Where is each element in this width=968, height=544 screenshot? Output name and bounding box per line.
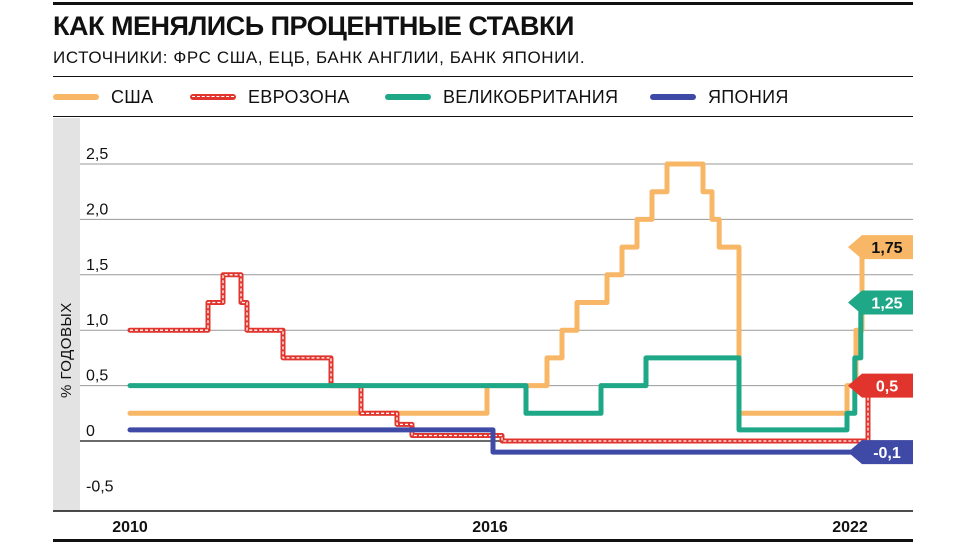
legend-label-eurozone: ЕВРОЗОНА bbox=[248, 86, 350, 107]
series-line-usa bbox=[127, 161, 871, 416]
series-line-japan bbox=[127, 427, 877, 455]
y-tick-label: 1,0 bbox=[86, 312, 108, 329]
y-tick-label: -0,5 bbox=[86, 478, 114, 495]
end-label-eurozone: 0,5 bbox=[876, 379, 898, 396]
end-label-usa-flag bbox=[848, 235, 913, 260]
x-tick-label: 2016 bbox=[472, 519, 508, 536]
end-label-eurozone-flag bbox=[848, 373, 913, 398]
series-line-uk bbox=[127, 300, 874, 433]
bottom-rule bbox=[53, 539, 913, 542]
legend-label-uk: ВЕЛИКОБРИТАНИЯ bbox=[443, 86, 619, 107]
y-tick-label: 2,5 bbox=[86, 146, 108, 163]
x-tick-label: 2022 bbox=[832, 519, 868, 536]
y-tick-label: 1,5 bbox=[86, 257, 108, 274]
chart-subtitle: ИСТОЧНИКИ: ФРС США, ЕЦБ, БАНК АНГЛИИ, БА… bbox=[53, 48, 586, 67]
y-axis-title: % ГОДОВЫХ bbox=[58, 302, 75, 398]
legend-item-eurozone: ЕВРОЗОНА bbox=[190, 84, 350, 110]
end-label-uk: 1,25 bbox=[871, 296, 902, 313]
legend: США ЕВРОЗОНА ВЕЛИКОБРИТАНИЯ ЯПОНИЯ bbox=[53, 84, 913, 110]
legend-swatch-usa bbox=[53, 94, 99, 100]
legend-swatch-eurozone bbox=[190, 94, 236, 100]
legend-item-uk: ВЕЛИКОБРИТАНИЯ bbox=[385, 84, 618, 110]
header-divider bbox=[53, 76, 913, 77]
y-axis-band bbox=[53, 118, 80, 511]
end-label-japan: -0,1 bbox=[873, 445, 901, 462]
series-line-eurozone bbox=[127, 272, 878, 444]
legend-divider bbox=[53, 116, 913, 117]
end-label-japan-flag bbox=[848, 440, 913, 465]
x-tick-label: 2010 bbox=[112, 519, 148, 536]
y-tick-label: 0,5 bbox=[86, 368, 108, 385]
chart-title: КАК МЕНЯЛИСЬ ПРОЦЕНТНЫЕ СТАВКИ bbox=[53, 11, 574, 41]
y-tick-label: 0 bbox=[86, 423, 95, 440]
legend-swatch-japan bbox=[650, 94, 696, 100]
legend-item-japan: ЯПОНИЯ bbox=[650, 84, 789, 110]
y-tick-label: 2,0 bbox=[86, 201, 108, 218]
end-label-usa: 1,75 bbox=[871, 240, 902, 257]
end-label-uk-flag bbox=[848, 290, 913, 315]
legend-item-usa: США bbox=[53, 84, 153, 110]
top-rule bbox=[53, 2, 913, 5]
legend-label-usa: США bbox=[111, 86, 154, 107]
legend-swatch-uk bbox=[385, 94, 431, 100]
legend-label-japan: ЯПОНИЯ bbox=[708, 86, 789, 107]
